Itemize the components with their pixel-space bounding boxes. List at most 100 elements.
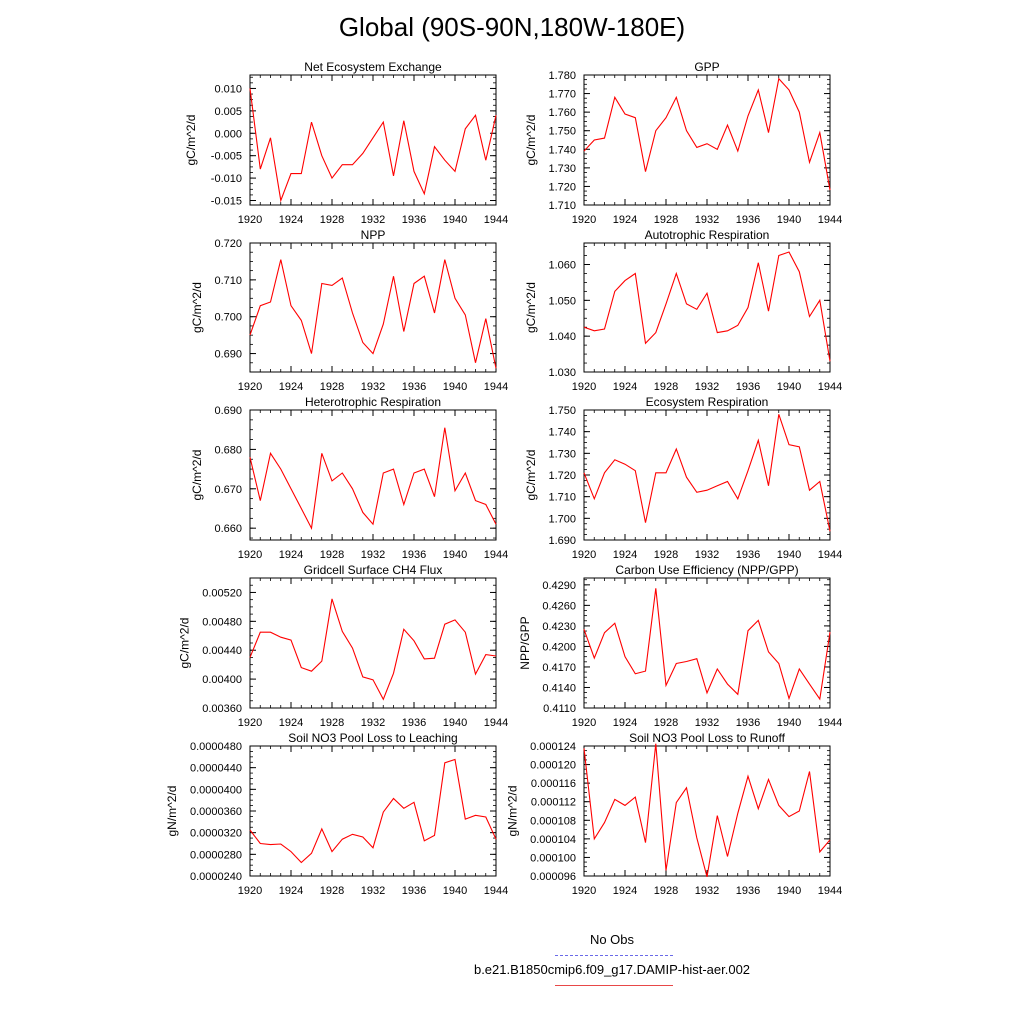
y-tick-label: 1.750 bbox=[548, 126, 576, 138]
x-tick-label: 1928 bbox=[654, 717, 678, 729]
y-tick-label: -0.015 bbox=[211, 196, 242, 208]
x-tick-label: 1924 bbox=[613, 885, 637, 897]
x-tick-label: 1928 bbox=[654, 885, 678, 897]
chart-panel: 1920 1924 1928 1932 1936 1940 1944 0.4110 0.4140… bbox=[518, 563, 842, 729]
x-tick-label: 1932 bbox=[695, 381, 719, 393]
x-tick-label: 1920 bbox=[572, 214, 596, 226]
x-tick-label: 1924 bbox=[613, 214, 637, 226]
chart-title: Soil NO3 Pool Loss to Leaching bbox=[288, 731, 457, 745]
y-tick-label: 1.780 bbox=[548, 70, 576, 82]
y-tick-label: 0.000096 bbox=[530, 871, 576, 883]
x-tick-label: 1944 bbox=[484, 214, 508, 226]
chart-title: Soil NO3 Pool Loss to Runoff bbox=[629, 731, 786, 745]
chart-title: Autotrophic Respiration bbox=[645, 228, 770, 242]
chart-title: Heterotrophic Respiration bbox=[305, 395, 441, 409]
y-tick-label: 0.000108 bbox=[530, 815, 576, 827]
x-tick-label: 1932 bbox=[361, 549, 385, 561]
x-tick-label: 1924 bbox=[613, 549, 637, 561]
y-tick-label: 0.0000240 bbox=[190, 871, 242, 883]
x-tick-label: 1920 bbox=[238, 214, 262, 226]
x-tick-label: 1936 bbox=[736, 549, 760, 561]
y-tick-label: 1.740 bbox=[548, 144, 576, 156]
y-tick-label: 0.0000440 bbox=[190, 763, 242, 775]
y-tick-label: 0.00520 bbox=[202, 587, 242, 599]
x-tick-label: 1940 bbox=[777, 214, 801, 226]
series-line bbox=[583, 414, 831, 532]
x-tick-label: 1932 bbox=[361, 214, 385, 226]
y-tick-label: 0.0000400 bbox=[190, 784, 242, 796]
x-tick-label: 1940 bbox=[443, 381, 467, 393]
y-axis-label: NPP/GPP bbox=[518, 616, 532, 669]
y-axis-label: gC/m^2/d bbox=[190, 450, 204, 501]
chart-panel: 1920 1924 1928 1932 1936 1940 1944 0.000096 0.00… bbox=[505, 731, 842, 897]
x-tick-label: 1936 bbox=[736, 885, 760, 897]
y-tick-label: 1.690 bbox=[548, 535, 576, 547]
x-tick-label: 1940 bbox=[777, 549, 801, 561]
y-tick-label: 0.0000320 bbox=[190, 828, 242, 840]
y-tick-label: 0.000116 bbox=[531, 778, 576, 790]
chart-title: Carbon Use Efficiency (NPP/GPP) bbox=[615, 563, 798, 577]
y-tick-label: 0.000124 bbox=[530, 741, 576, 753]
x-tick-label: 1944 bbox=[484, 549, 508, 561]
series-line bbox=[583, 588, 831, 701]
x-tick-label: 1924 bbox=[613, 381, 637, 393]
series-line bbox=[583, 251, 831, 362]
y-tick-label: 1.710 bbox=[548, 200, 576, 212]
x-tick-label: 1944 bbox=[818, 885, 842, 897]
y-tick-label: 1.700 bbox=[548, 513, 576, 525]
x-tick-label: 1920 bbox=[238, 717, 262, 729]
chart-panel: 1920 1924 1928 1932 1936 1940 1944 1.690 1.700 1.… bbox=[524, 395, 842, 561]
series-line bbox=[583, 77, 831, 191]
x-tick-label: 1940 bbox=[777, 885, 801, 897]
x-tick-label: 1932 bbox=[695, 214, 719, 226]
x-tick-label: 1920 bbox=[238, 885, 262, 897]
x-tick-label: 1920 bbox=[572, 717, 596, 729]
y-tick-label: 0.010 bbox=[214, 83, 242, 95]
series-line bbox=[249, 88, 497, 203]
y-tick-label: 0.690 bbox=[214, 349, 242, 361]
x-tick-label: 1924 bbox=[279, 549, 303, 561]
chart-panel: 1920 1924 1928 1932 1936 1940 1944 1.030 1.040 1.… bbox=[524, 228, 842, 393]
x-tick-label: 1932 bbox=[695, 717, 719, 729]
y-tick-label: 1.040 bbox=[548, 331, 576, 343]
plot-frame bbox=[583, 745, 831, 877]
series-line bbox=[249, 427, 497, 530]
y-tick-label: 0.0000280 bbox=[190, 849, 242, 861]
chart-panel: 1920 1924 1928 1932 1936 1940 1944 0.0000240 0.0… bbox=[165, 731, 508, 897]
legend-line-model-run bbox=[555, 985, 673, 986]
series-line bbox=[249, 598, 497, 701]
y-tick-label: 0.660 bbox=[214, 523, 242, 535]
x-tick-label: 1944 bbox=[484, 717, 508, 729]
y-tick-label: 0.000100 bbox=[530, 852, 576, 864]
plot-frame bbox=[249, 745, 497, 877]
x-tick-label: 1936 bbox=[736, 214, 760, 226]
x-tick-label: 1944 bbox=[484, 381, 508, 393]
x-tick-label: 1932 bbox=[361, 717, 385, 729]
chart-panel: 1920 1924 1928 1932 1936 1940 1944 0.00360 0.004… bbox=[178, 563, 509, 729]
y-tick-label: 0.720 bbox=[214, 238, 242, 250]
chart-title: NPP bbox=[361, 228, 386, 242]
x-tick-label: 1936 bbox=[402, 717, 426, 729]
x-tick-label: 1920 bbox=[238, 381, 262, 393]
legend-label-model-run: b.e21.B1850cmip6.f09_g17.DAMIP-hist-aer.… bbox=[473, 962, 751, 977]
plot-frame bbox=[583, 74, 831, 206]
plot-frame bbox=[583, 242, 831, 373]
y-tick-label: 1.720 bbox=[548, 470, 576, 482]
x-tick-label: 1940 bbox=[443, 549, 467, 561]
x-tick-label: 1940 bbox=[443, 717, 467, 729]
y-tick-label: 1.770 bbox=[548, 89, 576, 101]
y-axis-label: gN/m^2/d bbox=[505, 786, 519, 837]
x-tick-label: 1924 bbox=[279, 381, 303, 393]
x-tick-label: 1932 bbox=[695, 885, 719, 897]
x-tick-label: 1936 bbox=[736, 717, 760, 729]
y-tick-label: 1.740 bbox=[548, 427, 576, 439]
x-tick-label: 1924 bbox=[279, 214, 303, 226]
x-tick-label: 1936 bbox=[402, 885, 426, 897]
y-tick-label: 0.000120 bbox=[530, 760, 576, 772]
x-tick-label: 1936 bbox=[402, 214, 426, 226]
x-tick-label: 1924 bbox=[279, 885, 303, 897]
series-line bbox=[249, 259, 497, 369]
x-tick-label: 1932 bbox=[361, 885, 385, 897]
y-axis-label: gC/m^2/d bbox=[190, 282, 204, 333]
x-tick-label: 1944 bbox=[818, 549, 842, 561]
